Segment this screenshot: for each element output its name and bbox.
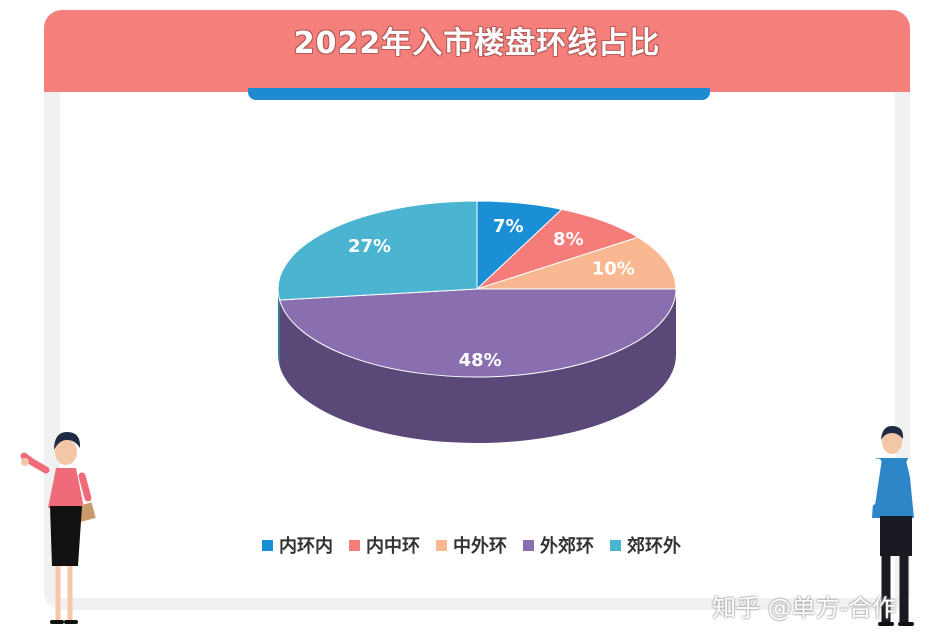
legend-label: 外郊环 bbox=[540, 536, 594, 557]
pie-label-中外环: 10% bbox=[592, 258, 635, 279]
legend-item-外郊环: 外郊环 bbox=[523, 532, 594, 558]
pie-label-郊环外: 27% bbox=[348, 236, 391, 257]
pie-labels: 7% 8% 10% 48% 27% bbox=[348, 216, 635, 371]
legend-item-郊环外: 郊环外 bbox=[610, 532, 681, 558]
pie-label-内中环: 8% bbox=[553, 229, 584, 250]
legend-swatch bbox=[610, 539, 621, 551]
chart-legend: 内环内 内中环 中外环 外郊环 郊环外 bbox=[262, 532, 681, 558]
legend-item-内中环: 内中环 bbox=[349, 532, 420, 558]
pie-slice-郊环外 bbox=[277, 200, 478, 301]
pie-label-外郊环: 48% bbox=[459, 350, 502, 371]
legend-label: 郊环外 bbox=[627, 536, 681, 557]
legend-item-中外环: 中外环 bbox=[436, 532, 507, 558]
man-figure-illustration bbox=[868, 426, 922, 626]
title-accent-bar bbox=[248, 88, 710, 100]
pie-slice-中外环 bbox=[476, 236, 677, 290]
legend-label: 内中环 bbox=[366, 536, 420, 557]
watermark: 知乎 @单方-合作 bbox=[712, 594, 897, 622]
legend-item-内环内: 内环内 bbox=[262, 532, 333, 558]
woman-figure-illustration bbox=[20, 432, 96, 624]
legend-label: 中外环 bbox=[453, 536, 507, 557]
legend-swatch bbox=[436, 539, 447, 551]
pie-label-内环内: 7% bbox=[493, 216, 524, 237]
pie-slice-内中环 bbox=[476, 208, 640, 290]
legend-swatch bbox=[262, 539, 273, 551]
pie-slice-外郊环 bbox=[278, 288, 677, 378]
pie-sides bbox=[278, 289, 676, 443]
legend-swatch bbox=[349, 539, 360, 551]
title-banner bbox=[44, 10, 910, 92]
chart-title: 2022年入市楼盘环线占比 bbox=[293, 26, 661, 61]
legend-label: 内环内 bbox=[279, 536, 333, 557]
legend-swatch bbox=[523, 539, 534, 551]
pie-side-外郊环 bbox=[279, 289, 676, 443]
pie-top bbox=[277, 200, 677, 378]
pie-side-郊环外 bbox=[278, 289, 280, 367]
